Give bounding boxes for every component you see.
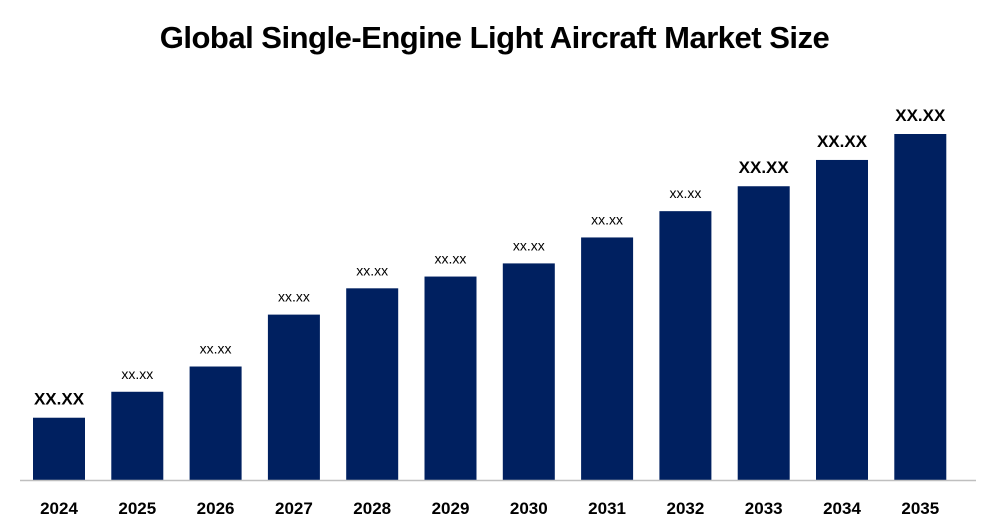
x-tick-2028: 2028 xyxy=(353,499,391,518)
bar-2027 xyxy=(267,314,320,480)
bar-2034 xyxy=(816,159,868,480)
bar-2024 xyxy=(33,417,85,480)
bar-2031 xyxy=(581,237,634,480)
bar-2030 xyxy=(502,263,555,480)
bar-2035 xyxy=(894,134,947,480)
data-label-2028: xx.xx xyxy=(356,262,388,278)
bar-2029 xyxy=(424,276,477,480)
x-tick-2024: 2024 xyxy=(40,499,78,518)
x-tick-2034: 2034 xyxy=(823,499,861,518)
data-label-2029: xx.xx xyxy=(435,251,467,267)
data-label-2034: XX.XX xyxy=(817,132,868,151)
data-label-2035: XX.XX xyxy=(895,106,946,125)
x-tick-2032: 2032 xyxy=(666,499,704,518)
data-label-2024: XX.XX xyxy=(34,390,85,409)
x-tick-2033: 2033 xyxy=(745,499,783,518)
data-label-2033: XX.XX xyxy=(739,158,790,177)
x-tick-2030: 2030 xyxy=(510,499,548,518)
bar-2033 xyxy=(737,186,790,480)
x-tick-2026: 2026 xyxy=(197,499,235,518)
data-label-2026: xx.xx xyxy=(200,341,232,357)
bar-2026 xyxy=(189,366,242,480)
data-label-2032: xx.xx xyxy=(669,185,701,201)
data-label-2025: xx.xx xyxy=(121,366,153,382)
bar-2032 xyxy=(659,211,712,480)
data-label-2031: xx.xx xyxy=(591,211,623,227)
bar-2025 xyxy=(111,391,164,480)
chart-title: Global Single-Engine Light Aircraft Mark… xyxy=(159,20,830,55)
x-tick-2029: 2029 xyxy=(432,499,470,518)
x-tick-2027: 2027 xyxy=(275,499,313,518)
data-label-2027: xx.xx xyxy=(278,289,310,305)
x-tick-2031: 2031 xyxy=(588,499,626,518)
bar-2028 xyxy=(346,288,399,480)
data-label-2030: xx.xx xyxy=(513,237,545,253)
x-tick-2025: 2025 xyxy=(118,499,156,518)
x-tick-2035: 2035 xyxy=(901,499,939,518)
